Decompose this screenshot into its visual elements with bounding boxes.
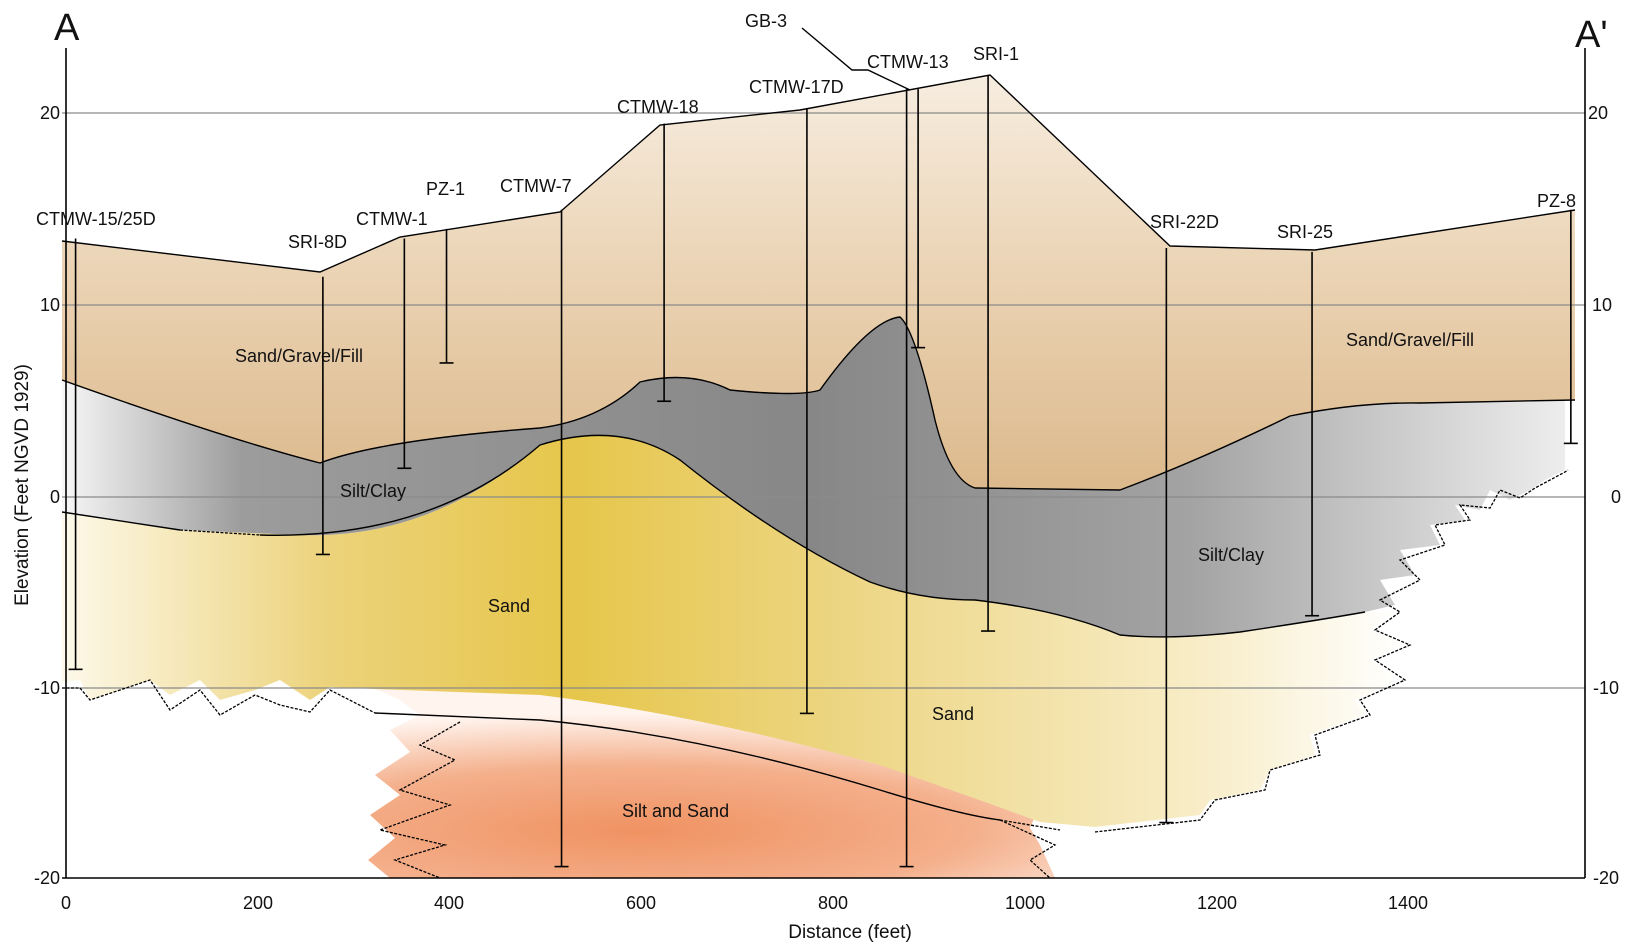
well-label-gb-3: GB-3 [745, 11, 787, 31]
well-label-sri-8d: SRI-8D [288, 232, 347, 252]
unit-label-silt-left: Silt/Clay [340, 481, 406, 501]
well-label-ctmw-7: CTMW-7 [500, 176, 572, 196]
x-tick-labels: 0 200 400 600 800 1000 1200 1400 [61, 893, 1428, 913]
y-tick-right-10: 10 [1592, 295, 1612, 315]
x-axis-title: Distance (feet) [788, 922, 912, 943]
fill-base-contact [61, 316, 1576, 491]
y-tick-left-10: 10 [40, 295, 60, 315]
unit-label-silt-right: Silt/Clay [1198, 545, 1264, 565]
sand-base-contact [374, 712, 1001, 821]
y-tick-left-minus-20: -20 [34, 868, 60, 888]
sand-right-boundary [1094, 469, 1569, 833]
y-tick-right-0: 0 [1611, 487, 1621, 507]
x-tick-600: 600 [626, 893, 656, 913]
corner-label-a: A [54, 7, 80, 49]
well-label-ctmw-13: CTMW-13 [867, 52, 949, 72]
well-label-pz-1: PZ-1 [426, 179, 465, 199]
sand-lower-boundary-left [62, 679, 376, 716]
x-tick-1400: 1400 [1388, 893, 1428, 913]
right-y-tick-labels: 20 10 0 -10 -20 [1588, 103, 1621, 888]
well-label-ctmw-1: CTMW-1 [356, 209, 428, 229]
wells-group: CTMW-15/25D SRI-8D CTMW-1 PZ-1 CTMW-7 CTMW-18… [36, 11, 1578, 868]
y-axis-title: Elevation (Feet NGVD 1929) [12, 364, 33, 606]
x-tick-800: 800 [818, 893, 848, 913]
gb3-leader-line [801, 27, 911, 91]
well-label-sri-25: SRI-25 [1277, 222, 1333, 242]
x-tick-1200: 1200 [1197, 893, 1237, 913]
well-label-sri-22d: SRI-22D [1150, 212, 1219, 232]
orange-right-boundary [999, 819, 1057, 879]
x-tick-400: 400 [434, 893, 464, 913]
silt-base-contact-left [61, 434, 1366, 638]
orange-left-boundary [377, 721, 461, 879]
unit-label-fill-left: Sand/Gravel/Fill [235, 346, 363, 366]
unit-label-sand-left: Sand [488, 596, 530, 616]
silt-clay-unit [62, 317, 1565, 637]
unit-labels: Sand/Gravel/Fill Sand/Gravel/Fill Silt/C… [235, 330, 1474, 821]
y-tick-right-20: 20 [1588, 103, 1608, 123]
unit-label-sand-right: Sand [932, 704, 974, 724]
y-tick-left-minus-10: -10 [34, 678, 60, 698]
y-tick-left-20: 20 [40, 103, 60, 123]
well-label-pz-8: PZ-8 [1537, 191, 1576, 211]
well-label-ctmw-15-25d: CTMW-15/25D [36, 209, 156, 229]
unit-label-fill-right: Sand/Gravel/Fill [1346, 330, 1474, 350]
y-tick-right-minus-10: -10 [1593, 678, 1619, 698]
well-label-ctmw-18: CTMW-18 [617, 97, 699, 117]
sand-base-dashed [999, 819, 1061, 831]
x-tick-0: 0 [61, 893, 71, 913]
corner-label-a-prime: A' [1575, 14, 1608, 56]
sand-gravel-fill-unit [62, 75, 1575, 490]
well-label-sri-1: SRI-1 [973, 44, 1019, 64]
x-tick-200: 200 [243, 893, 273, 913]
y-tick-left-0: 0 [50, 487, 60, 507]
x-tick-1000: 1000 [1005, 893, 1045, 913]
unit-label-silt-and-sand: Silt and Sand [622, 801, 729, 821]
ground-surface-line [61, 74, 1576, 273]
y-tick-right-minus-20: -20 [1593, 868, 1619, 888]
silt-and-sand-unit [62, 689, 1055, 878]
sand-unit [62, 435, 1405, 827]
well-label-ctmw-17d: CTMW-17D [749, 77, 844, 97]
left-y-tick-labels: 20 10 0 -10 -20 [34, 103, 60, 888]
